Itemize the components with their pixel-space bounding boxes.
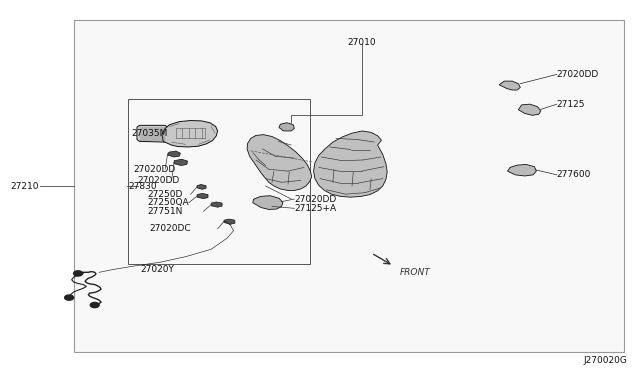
Polygon shape	[168, 151, 180, 157]
Text: 27010: 27010	[348, 38, 376, 47]
Polygon shape	[279, 123, 294, 131]
Text: 27125+A: 27125+A	[294, 204, 337, 213]
Polygon shape	[508, 164, 536, 176]
Polygon shape	[253, 196, 283, 209]
Polygon shape	[197, 193, 208, 199]
Polygon shape	[197, 185, 206, 189]
Text: FRONT: FRONT	[400, 268, 431, 277]
Polygon shape	[174, 159, 188, 166]
Polygon shape	[247, 135, 312, 190]
Text: 27125: 27125	[557, 100, 586, 109]
Bar	[74, 20, 624, 352]
Text: 27020DD: 27020DD	[557, 70, 599, 79]
Polygon shape	[518, 104, 541, 115]
Text: 27020DD: 27020DD	[133, 165, 175, 174]
Text: 27250QA: 27250QA	[147, 198, 189, 207]
Text: 27830: 27830	[128, 182, 157, 190]
Text: 27020DD: 27020DD	[294, 195, 337, 203]
Polygon shape	[211, 202, 222, 207]
Text: 27020Y: 27020Y	[141, 265, 175, 274]
Circle shape	[90, 302, 99, 308]
Polygon shape	[162, 121, 218, 147]
Text: J270020G: J270020G	[583, 356, 627, 365]
Polygon shape	[499, 81, 520, 90]
Text: 277600: 277600	[557, 170, 591, 179]
Polygon shape	[224, 219, 235, 224]
Circle shape	[74, 271, 83, 276]
Text: 27210: 27210	[10, 182, 38, 190]
Polygon shape	[137, 125, 168, 142]
Bar	[128, 99, 310, 264]
Text: 27020DD: 27020DD	[138, 176, 180, 185]
Text: 27020DC: 27020DC	[149, 224, 191, 233]
Text: 27751N: 27751N	[147, 207, 182, 216]
Circle shape	[65, 295, 74, 300]
Text: 27035M: 27035M	[131, 129, 168, 138]
Text: 27250D: 27250D	[147, 190, 182, 199]
Polygon shape	[314, 131, 387, 197]
